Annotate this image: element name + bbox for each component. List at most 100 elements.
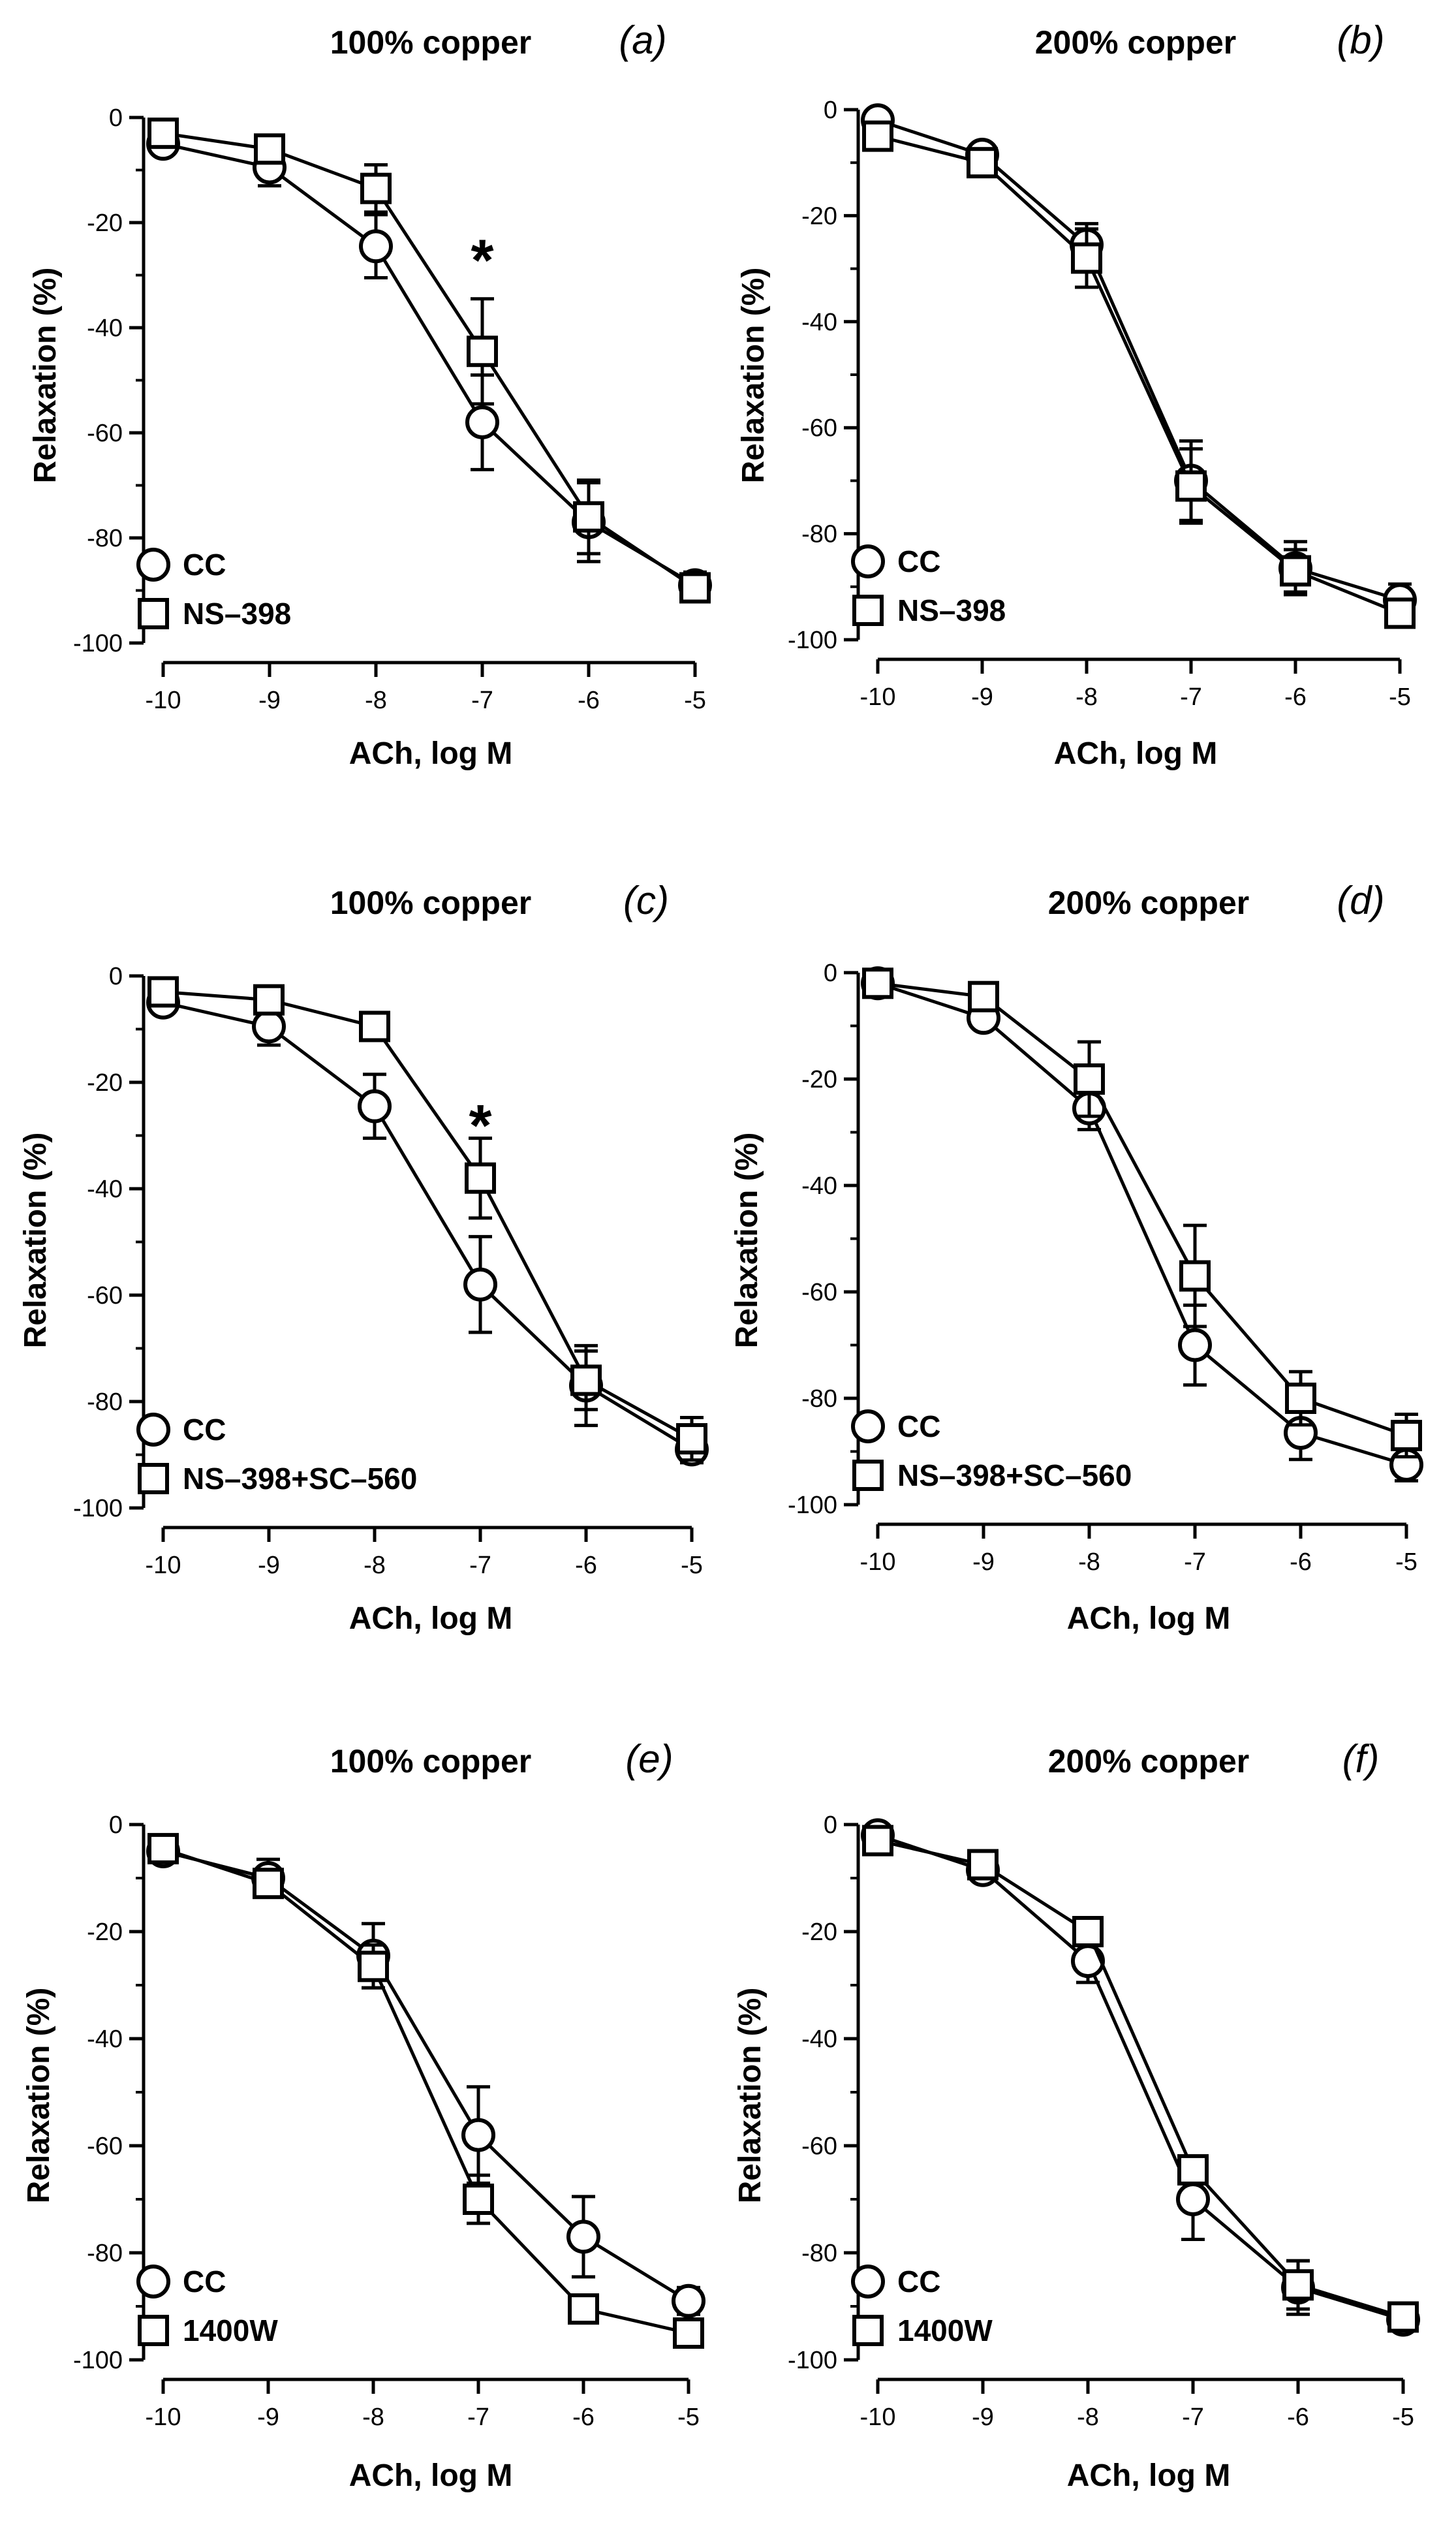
legend-item: 1400W [852, 2313, 993, 2347]
y-axis-label: Relaxation (%) [28, 268, 63, 484]
x-tick-label: -5 [677, 2404, 700, 2431]
data-point-circle [1071, 1944, 1105, 1979]
series-line [163, 1849, 690, 2302]
data-point-square [467, 336, 498, 368]
y-tick-label: -40 [801, 1172, 837, 1200]
significance-asterisk: * [469, 1093, 491, 1159]
x-tick-label: -7 [467, 2404, 489, 2431]
x-tick-label: -5 [1392, 2404, 1414, 2431]
series-cc [861, 966, 1423, 1482]
x-axis-label: ACh, log M [1054, 736, 1218, 771]
legend-marker-circle [136, 548, 170, 582]
series-cc [146, 985, 709, 1467]
data-point-square [147, 1832, 179, 1864]
legend-marker-square [138, 2315, 169, 2346]
y-tick-label: -100 [73, 1495, 123, 1522]
legend-item: CC [851, 1409, 940, 1443]
data-point-square [253, 984, 285, 1016]
legend-label: CC [897, 544, 940, 578]
y-tick-label: -100 [788, 627, 837, 654]
series-cc [146, 127, 712, 603]
data-point-circle [358, 1089, 392, 1123]
y-tick-label: -40 [87, 315, 123, 342]
data-point-square [679, 572, 711, 604]
series-treatment [862, 1825, 1419, 2333]
x-tick-label: -9 [972, 1548, 995, 1576]
series-line [877, 981, 1407, 1437]
series-treatment [147, 1832, 704, 2349]
y-axis-label: Relaxation (%) [730, 1133, 764, 1349]
data-point-square [673, 2317, 704, 2349]
chart-panel-5: 100% copper (e) 0 -20 -40 -60 -80 -100 -10 -9 -8 -7… [22, 1737, 705, 2493]
series-line [163, 1847, 689, 2335]
x-tick-label: -7 [1184, 1548, 1206, 1576]
data-point-square [1387, 2301, 1419, 2333]
data-point-square [968, 980, 999, 1012]
data-point-square [147, 118, 179, 149]
data-point-square [1072, 1916, 1104, 1947]
panel-letter: (d) [1337, 879, 1384, 922]
data-point-square [1280, 555, 1311, 587]
legend-item: NS–398 [852, 593, 1006, 627]
y-axis-label: Relaxation (%) [733, 1988, 767, 2204]
x-tick-label: -9 [971, 683, 993, 711]
y-tick-label: 0 [109, 1811, 123, 1839]
x-axis-label: ACh, log M [349, 2458, 513, 2493]
y-tick-label: -80 [801, 2240, 837, 2267]
data-point-square [147, 976, 179, 1008]
series-cc [861, 103, 1417, 618]
legend-item: NS–398 [138, 597, 291, 631]
legend-marker-circle [136, 2265, 170, 2298]
legend-item: CC [136, 548, 226, 582]
x-tick-label: -9 [258, 1552, 280, 1579]
data-point-square [1285, 1383, 1316, 1414]
x-axis-label: ACh, log M [349, 1601, 513, 1636]
data-point-square [967, 1849, 999, 1881]
x-tick-label: -10 [860, 2404, 896, 2431]
legend-marker-circle [851, 1409, 885, 1443]
legend-item: NS–398+SC–560 [852, 1458, 1132, 1492]
y-tick-label: -100 [788, 2347, 837, 2374]
chart-panel-3: 100% copper (c) 0 -20 -40 -60 -80 -100 -10 -9 -8 -7… [18, 879, 709, 1636]
y-tick-label: -80 [801, 521, 837, 548]
y-tick-label: -20 [801, 202, 837, 230]
legend-label: CC [183, 548, 226, 582]
data-point-square [1282, 2269, 1314, 2301]
x-tick-label: -6 [1290, 1548, 1312, 1576]
y-tick-label: -60 [87, 1282, 123, 1310]
legend-item: NS–398+SC–560 [138, 1462, 417, 1496]
data-point-square [463, 2184, 494, 2215]
series-treatment [147, 118, 711, 604]
chart-title: 100% copper [330, 1743, 531, 1780]
data-point-circle [672, 2283, 705, 2318]
legend-item: 1400W [138, 2313, 278, 2347]
series-line [877, 134, 1401, 615]
y-tick-label: -100 [788, 1492, 837, 1519]
x-tick-label: -7 [469, 1552, 491, 1579]
data-point-square [358, 1951, 389, 1983]
y-tick-label: -20 [87, 210, 123, 237]
data-point-square [570, 1364, 602, 1396]
x-tick-label: -8 [1076, 683, 1098, 711]
y-tick-label: -60 [87, 2133, 123, 2160]
x-tick-label: -5 [684, 687, 706, 714]
data-point-square [360, 172, 392, 204]
legend-label: CC [897, 2265, 940, 2298]
data-point-circle [465, 405, 499, 439]
legend-marker-square [138, 598, 169, 629]
x-tick-label: -10 [860, 683, 896, 711]
significance-asterisk: * [471, 228, 493, 293]
x-tick-label: -8 [1077, 2404, 1099, 2431]
panel-letter: (a) [619, 18, 666, 62]
series-cc [861, 1818, 1420, 2337]
y-tick-label: -20 [87, 1069, 123, 1097]
x-tick-label: -10 [146, 687, 181, 714]
y-tick-label: -20 [801, 1066, 837, 1093]
legend-item: CC [136, 1413, 226, 1447]
x-tick-label: -6 [1284, 683, 1307, 711]
x-tick-label: -6 [1287, 2404, 1309, 2431]
legend-marker-square [852, 1460, 884, 1491]
x-tick-label: -8 [1078, 1548, 1100, 1576]
data-point-circle [1178, 1328, 1212, 1362]
y-axis-label: Relaxation (%) [736, 268, 771, 484]
